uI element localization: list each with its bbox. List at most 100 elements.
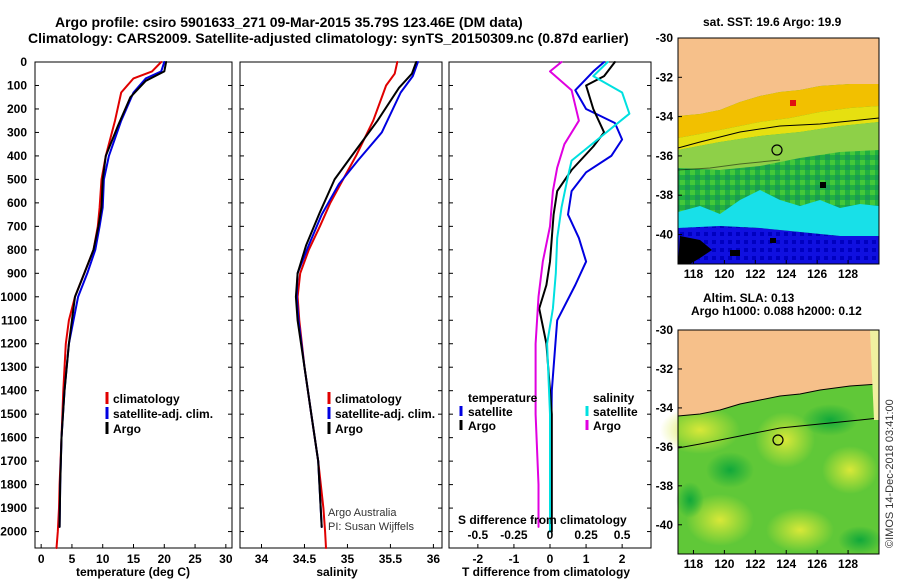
depth-tick-label: 1900	[0, 501, 27, 515]
legend-title-salinity: salinity	[593, 391, 635, 405]
series-line-satellite	[549, 61, 624, 533]
depth-tick-label: 1300	[0, 360, 27, 374]
series-line-argo	[58, 61, 168, 528]
sla-map-axes: 118 120 122 124 126 128 -30 -32 -34 -36 -38 -40	[656, 323, 859, 571]
depth-tick-label: 1500	[0, 407, 27, 421]
sst-map-axes: 118 120 122 124 126 128 -30 -32 -34 -36 -38 -40	[656, 31, 859, 281]
x-tick-label: 20	[158, 552, 172, 566]
lon-tick-label: 120	[714, 267, 734, 281]
sst-coastal-band	[678, 84, 879, 138]
series-line-climatology	[55, 61, 163, 549]
lon-tick-label: 126	[807, 557, 827, 571]
legend-label-climatology: climatology	[335, 392, 402, 406]
series-line-argo	[538, 61, 616, 533]
lat-tick-label: -38	[656, 479, 674, 493]
x-tick-label: 34.5	[293, 552, 317, 566]
legend-title-temperature: temperature	[468, 391, 538, 405]
s-diff-tick-label: -0.25	[500, 528, 528, 542]
lat-tick-label: -34	[656, 401, 674, 415]
x-tick-label: 0	[547, 552, 554, 566]
x-axis-label: salinity	[316, 565, 358, 579]
x-tick-label: 30	[219, 552, 233, 566]
lat-tick-label: -40	[656, 228, 674, 242]
series-line-satellite	[546, 61, 631, 533]
sst-map-title: sat. SST: 19.6 Argo: 19.9	[703, 15, 842, 29]
lon-tick-label: 118	[684, 267, 704, 281]
lat-tick-label: -32	[656, 362, 674, 376]
x-tick-label: 1	[583, 552, 590, 566]
series-line-argo	[294, 61, 418, 528]
figure-title-line1: Argo profile: csiro 5901633_271 09-Mar-2…	[55, 14, 523, 30]
legend-label-climatology: climatology	[113, 392, 180, 406]
lon-tick-label: 124	[776, 557, 796, 571]
s-diff-tick-label: -0.5	[468, 528, 489, 542]
depth-tick-label: 1700	[0, 454, 27, 468]
sla-map-subtitle: Argo h1000: 0.088 h2000: 0.12	[691, 304, 862, 318]
depth-tick-label: 1200	[0, 337, 27, 351]
lat-tick-label: -30	[656, 323, 674, 337]
credit-line1: Argo Australia	[328, 507, 397, 519]
depth-tick-label: 0	[20, 55, 27, 69]
depth-tick-label: 1000	[0, 290, 27, 304]
lat-tick-label: -38	[656, 188, 674, 202]
legend-label-satellite: satellite-adj. clim.	[113, 407, 213, 421]
depth-tick-label: 900	[7, 266, 27, 280]
sla-map-title: Altim. SLA: 0.13	[703, 291, 795, 305]
legend-label-sal-satellite: satellite	[593, 405, 638, 419]
temperature-legend: climatology satellite-adj. clim. Argo	[105, 392, 213, 436]
salinity-legend: climatology satellite-adj. clim. Argo	[327, 392, 435, 436]
lat-tick-label: -36	[656, 149, 674, 163]
x-tick-label: 34	[255, 552, 269, 566]
x-tick-label: 25	[188, 552, 202, 566]
salinity-difference-ticks: -0.5 -0.25 0 0.25 0.5	[468, 528, 631, 542]
sla-land	[678, 330, 879, 416]
legend-label-sal-argo: Argo	[593, 419, 621, 433]
argo-location-marker	[772, 434, 784, 446]
depth-axis: 0 100 200 300 400 500 600 700 800 900 1000 1100 1200…	[0, 55, 27, 539]
x-tick-label: 35.5	[379, 552, 403, 566]
lon-tick-label: 124	[776, 267, 796, 281]
x-tick-label: 2	[619, 552, 626, 566]
legend-label-argo: Argo	[113, 422, 141, 436]
legend-label-satellite: satellite-adj. clim.	[335, 407, 435, 421]
depth-tick-label: 300	[7, 125, 27, 139]
series-line-climatology	[296, 61, 399, 549]
depth-tick-label: 1600	[0, 431, 27, 445]
depth-tick-label: 200	[7, 102, 27, 116]
depth-tick-label: 600	[7, 196, 27, 210]
x-tick-label: 5	[69, 552, 76, 566]
x-axis-label: temperature (deg C)	[76, 565, 190, 579]
lon-tick-label: 120	[714, 557, 734, 571]
x-tick-label: -2	[473, 552, 484, 566]
s-diff-tick-label: 0	[547, 528, 554, 542]
legend-label-temp-argo: Argo	[468, 419, 496, 433]
series-line-satellite-adj-clim-	[295, 61, 419, 528]
depth-tick-label: 700	[7, 219, 27, 233]
sla-map	[660, 329, 882, 555]
figure-title-line2: Climatology: CARS2009. Satellite-adjuste…	[28, 30, 629, 46]
lon-tick-label: 118	[684, 557, 704, 571]
sst-land	[678, 38, 879, 116]
lat-tick-label: -32	[656, 70, 674, 84]
legend-label-argo: Argo	[335, 422, 363, 436]
difference-legend: temperature satellite Argo salinity sate…	[459, 391, 638, 433]
lon-tick-label: 128	[838, 267, 858, 281]
lat-tick-label: -36	[656, 440, 674, 454]
salinity-panel: 34 34.5 35 35.5 36 salinity	[239, 61, 443, 579]
argo-location-marker	[771, 144, 783, 156]
sst-map	[677, 37, 880, 265]
x-tick-label: 36	[427, 552, 441, 566]
x-tick-label: 0	[38, 552, 45, 566]
temperature-panel: 0 5 10 15 20 25 30 temperature (deg C)	[34, 61, 233, 579]
depth-tick-label: 2000	[0, 525, 27, 539]
lat-tick-label: -30	[656, 31, 674, 45]
lon-tick-label: 126	[807, 267, 827, 281]
x-axis-label: T difference from climatology	[462, 565, 630, 579]
lat-tick-label: -40	[656, 518, 674, 532]
salinity-difference-axis-label: S difference from climatology	[458, 513, 627, 527]
x-tick-label: 35	[341, 552, 355, 566]
depth-tick-label: 800	[7, 243, 27, 257]
depth-tick-label: 500	[7, 172, 27, 186]
panel-frame	[239, 61, 443, 549]
depth-tick-label: 1400	[0, 384, 27, 398]
